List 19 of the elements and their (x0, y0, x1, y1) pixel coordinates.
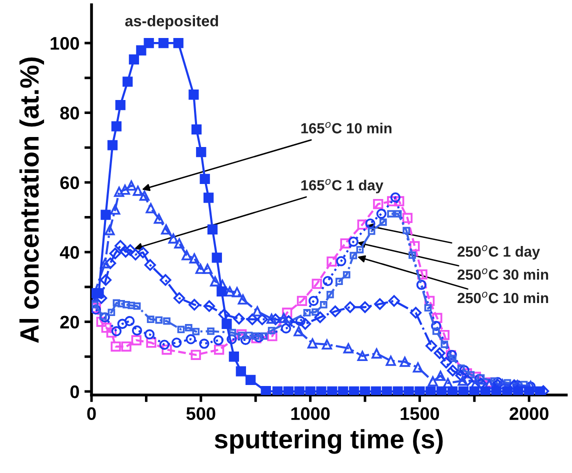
x-tick-label: 1000 (291, 407, 330, 420)
y-tick-label: 0 (70, 385, 79, 398)
y-axis-title: Al concentration (at.%) (19, 57, 44, 343)
x-tick-label: 0 (87, 407, 96, 420)
x-tick-label: 1500 (400, 407, 440, 420)
series-label: as-deposited (125, 15, 218, 30)
x-tick-label: 2000 (510, 407, 548, 420)
y-tick-label: 40 (60, 246, 79, 259)
text: 250$^{o}$C 30 min (458, 268, 548, 280)
text: 165$^{o}$C 10 min (301, 122, 392, 134)
x-axis-title: sputtering time (s) (214, 429, 443, 454)
series-label: 250$^{o}$C 10 min (458, 292, 548, 304)
text: 165$^{o}$C 1 day (301, 178, 384, 194)
y-tick-label: 100 (50, 36, 79, 50)
y-tick-label: 20 (60, 316, 79, 329)
y-tick-label: 60 (60, 176, 79, 190)
text: 250$^{o}$C 1 day (458, 245, 540, 260)
x-tick-label: 500 (186, 407, 216, 420)
y-tick-label: 80 (60, 106, 79, 120)
